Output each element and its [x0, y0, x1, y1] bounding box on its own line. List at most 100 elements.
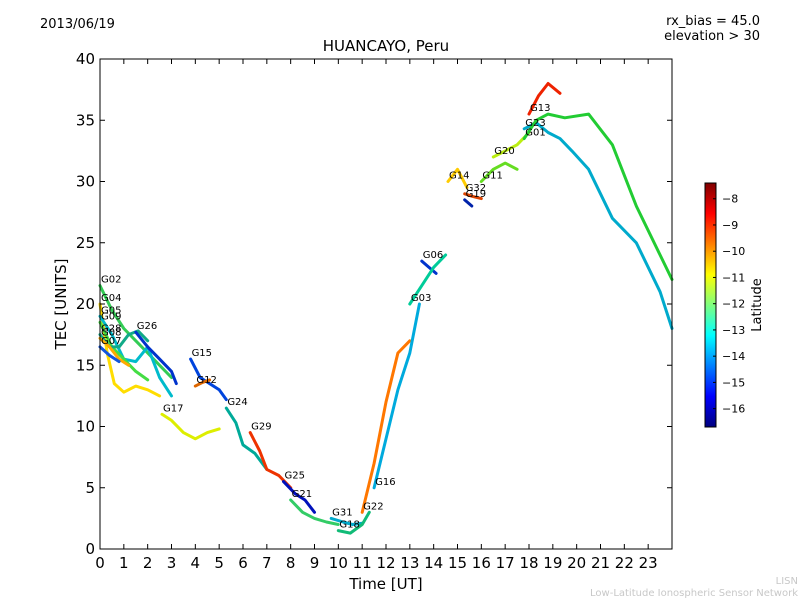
x-tick-label: 23 [639, 554, 658, 572]
series-label-g19: G19 [466, 189, 486, 200]
series-line-g18 [336, 510, 371, 535]
series-label-g22: G22 [363, 501, 383, 512]
x-tick-label: 12 [376, 554, 395, 572]
series-label-g06: G06 [423, 250, 443, 261]
x-tick-label: 19 [543, 554, 562, 572]
series-line-g16 [372, 302, 421, 490]
series-label-g29: G29 [251, 422, 271, 433]
series-line-g01 [522, 112, 674, 281]
x-tick-label: 2 [143, 554, 153, 572]
y-tick-label: 30 [76, 173, 95, 191]
plot-frame [99, 58, 673, 550]
x-tick-label: 17 [496, 554, 515, 572]
series-label-g12: G12 [196, 375, 216, 386]
credit-long: Low-Latitude Ionospheric Sensor Network [590, 588, 798, 599]
series-line-g13 [527, 82, 562, 116]
colorbar-label: Latitude [750, 278, 765, 332]
colorbar-tick-label: −12 [722, 298, 745, 311]
series-line-g15 [189, 357, 228, 402]
date-label: 2013/06/19 [40, 17, 115, 32]
series-line-g14 [446, 167, 469, 190]
series-line-g21 [289, 498, 340, 526]
y-tick-label: 15 [76, 356, 95, 374]
series-label-g01: G01 [525, 128, 545, 139]
x-tick-label: 4 [191, 554, 201, 572]
series-label-g11: G11 [482, 171, 502, 182]
series-line-g06 [420, 259, 438, 275]
series-label-g26: G26 [137, 321, 157, 332]
colorbar-tick-label: −16 [722, 403, 745, 416]
series-label-g21: G21 [292, 489, 312, 500]
x-tick-label: 20 [567, 554, 586, 572]
colorbar-tick-label: −9 [722, 219, 738, 232]
y-tick-label: 20 [76, 295, 95, 313]
x-tick-label: 11 [353, 554, 372, 572]
x-tick-label: 1 [119, 554, 129, 572]
series-line-g03 [408, 253, 448, 306]
x-tick-label: 18 [519, 554, 538, 572]
series-line-g07 [98, 345, 121, 364]
series-label-g23: G23 [525, 118, 545, 129]
series-line-g19 [463, 198, 474, 208]
series-line-g25 [282, 480, 316, 514]
series-label-g09: G09 [101, 311, 121, 322]
series-label-g05: G05 [101, 305, 121, 316]
colorbar: −8 −9 −10 −11 −12 −13 −14 −15 −16 [704, 182, 745, 428]
series-label-g20: G20 [494, 146, 514, 157]
x-tick-label: 14 [424, 554, 443, 572]
x-tick-label: 3 [167, 554, 177, 572]
series-label-g16: G16 [375, 477, 395, 488]
series-line-g12 [193, 378, 212, 388]
series-line-g02 [98, 284, 173, 379]
series-line-g05 [98, 314, 173, 398]
series-line-g22 [360, 339, 412, 514]
series-line-g08 [98, 336, 131, 367]
series-label-g17: G17 [163, 403, 183, 414]
series-label-g08: G08 [101, 327, 121, 338]
x-tick-label: 15 [448, 554, 467, 572]
chart-title: HUANCAYO, Peru [322, 37, 450, 55]
x-axis: 0 1 2 3 4 5 6 7 8 9 10 11 12 13 14 15 16 17 18 19 20 21 22 23 [95, 59, 658, 572]
series-line-g24 [224, 406, 269, 471]
x-axis-label: Time [UT] [348, 575, 422, 593]
series-line-g23 [522, 121, 674, 330]
colorbar-tick-label: −13 [722, 324, 745, 337]
credit-short: LISN [775, 576, 798, 587]
rx-bias-label: rx_bias = 45.0 [666, 14, 760, 29]
y-tick-label: 25 [76, 234, 95, 252]
colorbar-tick-label: −11 [722, 271, 745, 284]
series-label-g02: G02 [101, 275, 121, 286]
series-line-g26 [134, 330, 178, 386]
elevation-label: elevation > 30 [664, 29, 760, 44]
x-tick-label: 7 [262, 554, 272, 572]
series-line-g32 [463, 192, 483, 201]
x-tick-label: 13 [400, 554, 419, 572]
x-tick-label: 6 [238, 554, 248, 572]
x-tick-label: 21 [591, 554, 610, 572]
y-tick-label: 5 [85, 479, 95, 497]
series-label-g04: G04 [101, 293, 121, 304]
colorbar-tick-label: −15 [722, 376, 745, 389]
series-label-g25: G25 [285, 471, 305, 482]
x-tick-label: 16 [472, 554, 491, 572]
series-line-g11 [479, 161, 519, 183]
x-tick-label: 9 [310, 554, 320, 572]
series-label-g28: G28 [101, 324, 121, 335]
series-label-g13: G13 [530, 103, 550, 114]
series-line-g09 [98, 320, 150, 382]
colorbar-tick-label: −10 [722, 245, 745, 258]
series-line-g31 [329, 516, 364, 526]
x-tick-label: 22 [615, 554, 634, 572]
series-label-g24: G24 [227, 397, 247, 408]
series-line-g17 [160, 412, 221, 441]
y-tick-label: 0 [85, 540, 95, 558]
y-axis-label: TEC [UNITS] [52, 259, 70, 351]
series-label-g03: G03 [411, 293, 431, 304]
x-tick-label: 0 [95, 554, 105, 572]
series-label-g31: G31 [332, 507, 352, 518]
series-label-g07: G07 [101, 336, 121, 347]
series-label-g14: G14 [449, 171, 469, 182]
colorbar-gradient [704, 182, 717, 428]
